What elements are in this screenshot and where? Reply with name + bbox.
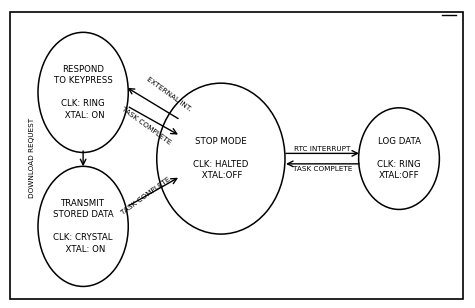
- Text: RESPOND
TO KEYPRESS

CLK: RING
 XTAL: ON: RESPOND TO KEYPRESS CLK: RING XTAL: ON: [54, 65, 113, 120]
- Ellipse shape: [157, 83, 285, 234]
- Text: DOWNLOAD REQUEST: DOWNLOAD REQUEST: [29, 118, 35, 198]
- Text: TRANSMIT
STORED DATA

CLK: CRYSTAL
  XTAL: ON: TRANSMIT STORED DATA CLK: CRYSTAL XTAL: …: [53, 199, 114, 254]
- Text: TASK COMPLETE: TASK COMPLETE: [293, 166, 352, 172]
- Text: LOG DATA

CLK: RING
XTAL:OFF: LOG DATA CLK: RING XTAL:OFF: [377, 137, 421, 180]
- Text: RTC INTERRUPT: RTC INTERRUPT: [294, 146, 351, 152]
- Ellipse shape: [359, 108, 439, 209]
- FancyBboxPatch shape: [10, 12, 463, 299]
- Ellipse shape: [38, 166, 128, 286]
- Text: EXTERNAL INT.: EXTERNAL INT.: [145, 76, 192, 113]
- Text: STOP MODE

CLK: HALTED
 XTAL:OFF: STOP MODE CLK: HALTED XTAL:OFF: [193, 137, 248, 180]
- Text: TASK COMPLETE: TASK COMPLETE: [121, 106, 172, 146]
- Ellipse shape: [38, 32, 128, 152]
- Text: TASK COMPLETE: TASK COMPLETE: [121, 176, 172, 216]
